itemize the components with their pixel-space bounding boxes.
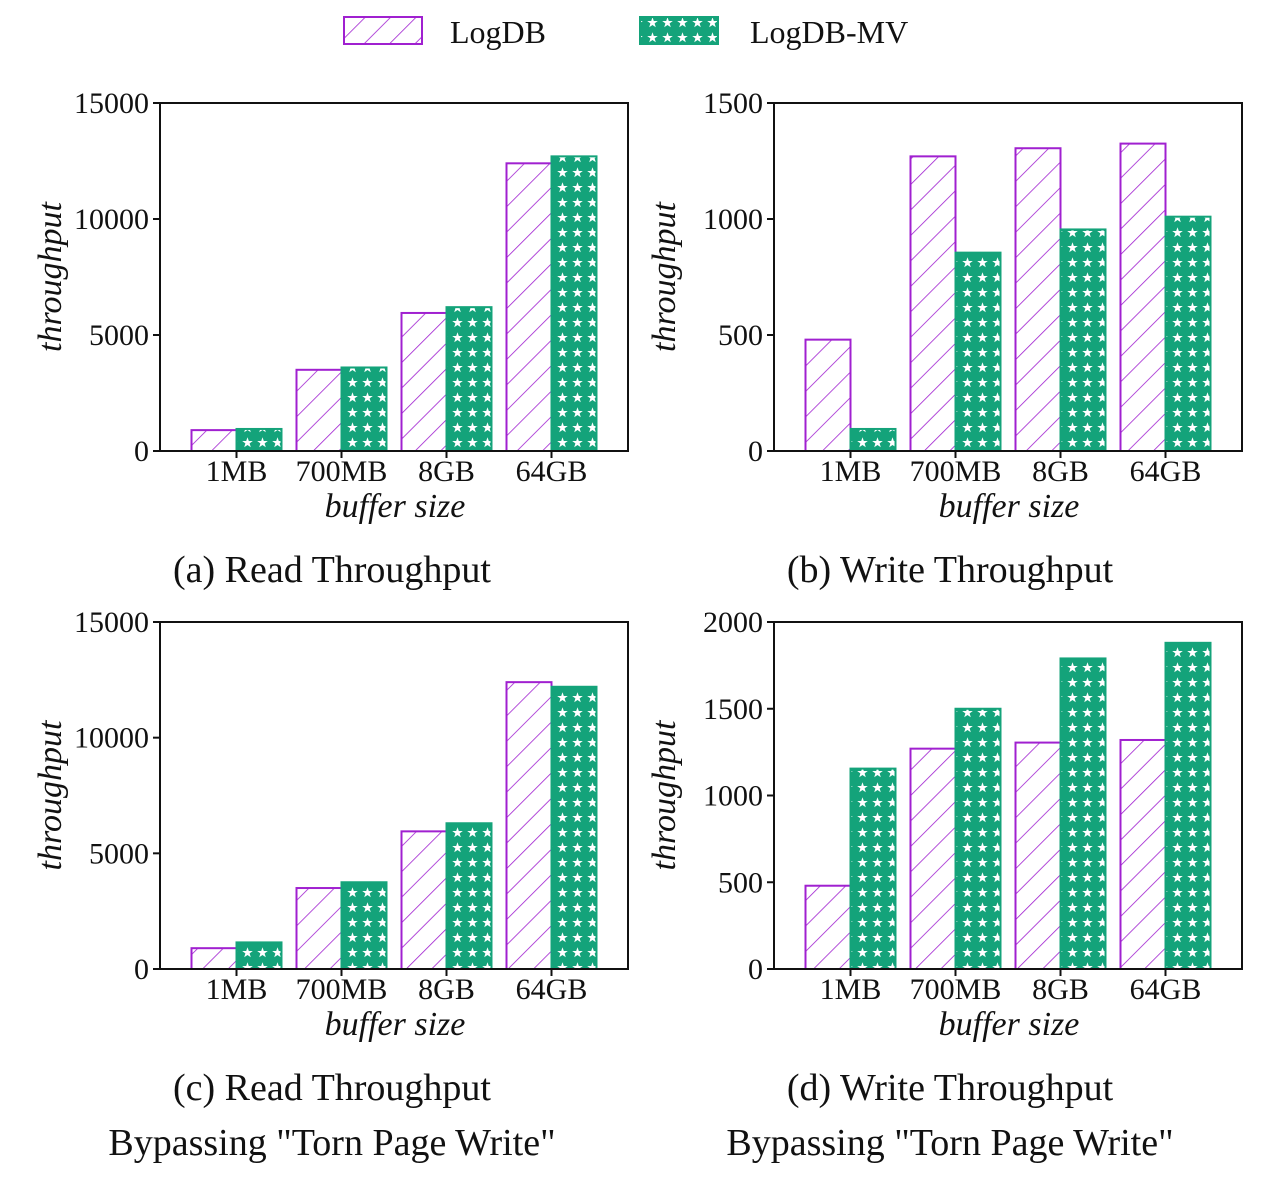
x-tick-label: 1MB [206, 973, 268, 1006]
bar-logdb-700mb [909, 747, 957, 971]
bar-logdb-mv-64gb [1164, 641, 1212, 970]
y-axis-label: throughput [32, 719, 69, 870]
bar-logdb-64gb [505, 681, 553, 970]
bar-logdb-mv-700mb [954, 707, 1002, 970]
panel-caption: (d) Write Throughput [787, 1067, 1114, 1109]
x-tick-label: 64GB [516, 973, 588, 1006]
bar-logdb-mv-1mb [849, 767, 897, 970]
bar-logdb-mv-64gb [1164, 215, 1212, 452]
x-tick-label: 64GB [1130, 973, 1202, 1006]
panel-caption: (a) Read Throughput [173, 549, 491, 591]
x-tick-label: 8GB [418, 455, 475, 488]
y-tick-label: 0 [134, 435, 149, 468]
y-tick-label: 500 [718, 866, 763, 899]
bar-logdb-mv-1mb [235, 941, 283, 970]
bar-logdb-8gb [1014, 147, 1062, 453]
x-tick-label: 64GB [1130, 455, 1202, 488]
legend-label-logdb: LogDB [450, 14, 546, 50]
legend-item-logdb: LogDB [343, 14, 546, 50]
bar-logdb-700mb [295, 887, 343, 970]
y-tick-label: 5000 [89, 837, 149, 870]
panel-b-write-throughput: 0 500 1000 1500 1MB 700MB 8GB 64GB buffer size th… [646, 87, 1243, 591]
y-tick-label: 0 [748, 953, 763, 986]
y-axis-label: throughput [32, 201, 69, 352]
y-axis-label: throughput [646, 201, 683, 352]
bar-logdb-1mb [804, 884, 852, 970]
legend: LogDB LogDB-MV [343, 14, 908, 50]
x-tick-label: 700MB [296, 973, 388, 1006]
bar-logdb-700mb [295, 368, 343, 452]
bar-logdb-8gb [400, 311, 448, 452]
panel-caption: Bypassing "Torn Page Write" [108, 1122, 555, 1164]
x-tick-label: 8GB [1032, 973, 1089, 1006]
y-tick-label: 15000 [74, 606, 149, 639]
bar-logdb-64gb [1119, 738, 1167, 970]
x-tick-label: 700MB [910, 973, 1002, 1006]
legend-label-logdb-mv: LogDB-MV [750, 14, 908, 50]
plot-frame [159, 621, 629, 970]
panel-a-read-throughput: 0 5000 10000 15000 1MB 700MB 8GB 64GB buffer siz… [32, 87, 629, 591]
bar-logdb-mv-700mb [340, 881, 388, 970]
bar-logdb-8gb [400, 830, 448, 971]
bar-logdb-8gb [1014, 741, 1062, 971]
bar-logdb-mv-8gb [1059, 228, 1107, 452]
y-tick-label: 1000 [703, 203, 763, 236]
y-tick-label: 1500 [703, 87, 763, 120]
plot-frame [773, 102, 1243, 452]
x-tick-label: 1MB [820, 973, 882, 1006]
panel-caption: Bypassing "Torn Page Write" [726, 1122, 1173, 1164]
bar-logdb-mv-8gb [445, 306, 493, 452]
panel-d-write-throughput-bypassing: 0 500 1000 1500 2000 1MB 700MB 8GB 64GB buffer si… [646, 606, 1243, 1164]
bar-logdb-64gb [505, 162, 553, 452]
y-tick-label: 15000 [74, 87, 149, 120]
x-axis-label: buffer size [325, 488, 466, 525]
bar-logdb-mv-700mb [954, 251, 1002, 452]
legend-swatch-logdb [343, 16, 423, 45]
panel-caption: (c) Read Throughput [173, 1067, 491, 1109]
y-tick-label: 10000 [74, 722, 149, 755]
bar-logdb-1mb [190, 429, 238, 452]
bar-logdb-700mb [909, 155, 957, 453]
x-tick-label: 700MB [910, 455, 1002, 488]
bar-logdb-mv-8gb [445, 822, 493, 971]
bar-logdb-mv-64gb [550, 155, 598, 453]
bar-logdb-1mb [190, 947, 238, 970]
y-tick-label: 1500 [703, 693, 763, 726]
bar-logdb-1mb [804, 338, 852, 453]
legend-swatch-logdb-mv [639, 16, 719, 45]
panel-caption: (b) Write Throughput [787, 549, 1114, 591]
bar-logdb-mv-64gb [550, 685, 598, 970]
x-tick-label: 700MB [296, 455, 388, 488]
x-tick-label: 8GB [418, 973, 475, 1006]
x-axis-label: buffer size [939, 488, 1080, 525]
bar-logdb-64gb [1119, 142, 1167, 452]
panel-c-read-throughput-bypassing: 0 5000 10000 15000 1MB 700MB 8GB 64GB buffer siz… [32, 606, 629, 1164]
y-tick-label: 1000 [703, 780, 763, 813]
y-tick-label: 10000 [74, 203, 149, 236]
x-axis-label: buffer size [939, 1006, 1080, 1043]
x-tick-label: 64GB [516, 455, 588, 488]
y-tick-label: 0 [134, 953, 149, 986]
x-tick-label: 1MB [820, 455, 882, 488]
bar-logdb-mv-1mb [849, 427, 897, 452]
y-axis-label: throughput [646, 719, 683, 870]
x-axis-label: buffer size [325, 1006, 466, 1043]
y-tick-label: 2000 [703, 606, 763, 639]
y-tick-label: 5000 [89, 319, 149, 352]
plot-frame [159, 102, 629, 452]
bar-logdb-mv-1mb [235, 427, 283, 452]
x-tick-label: 1MB [206, 455, 268, 488]
x-tick-label: 8GB [1032, 455, 1089, 488]
bar-logdb-mv-700mb [340, 366, 388, 453]
legend-item-logdb-mv: LogDB-MV [639, 14, 908, 50]
y-tick-label: 500 [718, 319, 763, 352]
bar-logdb-mv-8gb [1059, 657, 1107, 970]
y-tick-label: 0 [748, 435, 763, 468]
